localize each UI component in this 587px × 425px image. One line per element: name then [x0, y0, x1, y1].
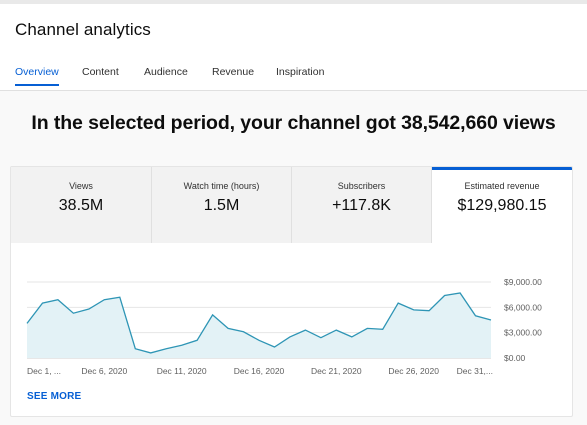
- metric-estimated-revenue[interactable]: Estimated revenue $129,980.15: [432, 167, 572, 243]
- metric-views[interactable]: Views 38.5M: [11, 167, 152, 243]
- x-tick-label: Dec 16, 2020: [234, 366, 285, 376]
- y-tick-label: $9,000.00: [504, 277, 542, 287]
- x-tick-label: Dec 31,...: [457, 366, 493, 376]
- tab-bar: Overview Content Audience Revenue Inspir…: [0, 66, 587, 90]
- metric-value: +117.8K: [332, 197, 391, 214]
- metric-value: 38.5M: [58, 197, 104, 214]
- metric-label: Views: [69, 181, 93, 191]
- data-point: [26, 322, 28, 324]
- x-tick-label: Dec 21, 2020: [311, 366, 362, 376]
- x-tick-label: Dec 1, ...: [27, 366, 61, 376]
- metric-label: Watch time (hours): [183, 181, 260, 191]
- tab-inspiration[interactable]: Inspiration: [276, 66, 325, 78]
- data-point: [150, 352, 152, 354]
- metric-value: $129,980.15: [457, 197, 547, 214]
- data-point: [335, 329, 337, 331]
- page-title: Channel analytics: [15, 20, 151, 39]
- top-border: [0, 0, 587, 4]
- data-point: [382, 328, 384, 330]
- data-point: [41, 302, 43, 304]
- see-more-link[interactable]: SEE MORE: [27, 391, 82, 402]
- data-point: [211, 314, 213, 316]
- analytics-card: Views 38.5M Watch time (hours) 1.5M Subs…: [10, 166, 573, 417]
- metric-label: Subscribers: [337, 181, 386, 191]
- tab-overview[interactable]: Overview: [15, 66, 59, 86]
- data-point: [459, 292, 461, 294]
- y-tick-label: $3,000.00: [504, 328, 542, 338]
- data-point: [196, 339, 198, 341]
- data-point: [273, 346, 275, 348]
- metric-tabs: Views 38.5M Watch time (hours) 1.5M Subs…: [11, 167, 572, 243]
- tab-content[interactable]: Content: [82, 66, 119, 78]
- tab-revenue[interactable]: Revenue: [212, 66, 255, 78]
- data-point: [165, 348, 167, 350]
- data-point: [242, 331, 244, 333]
- y-tick-label: $6,000.00: [504, 302, 542, 312]
- x-tick-label: Dec 6, 2020: [81, 366, 127, 376]
- data-point: [258, 339, 260, 341]
- data-point: [366, 327, 368, 329]
- data-point: [320, 337, 322, 339]
- data-point: [134, 348, 136, 350]
- series-area: [27, 293, 491, 358]
- data-point: [227, 327, 229, 329]
- metric-subscribers[interactable]: Subscribers +117.8K: [292, 167, 432, 243]
- data-point: [72, 312, 74, 314]
- x-tick-label: Dec 11, 2020: [157, 366, 207, 376]
- x-tick-label: Dec 26, 2020: [388, 366, 439, 376]
- metric-label: Estimated revenue: [464, 181, 540, 191]
- data-point: [428, 310, 430, 312]
- tab-audience[interactable]: Audience: [144, 66, 188, 78]
- data-point: [57, 299, 59, 301]
- data-point: [474, 315, 476, 317]
- data-point: [351, 336, 353, 338]
- data-point: [88, 308, 90, 310]
- data-point: [397, 302, 399, 304]
- data-point: [289, 336, 291, 338]
- summary-headline: In the selected period, your channel got…: [31, 112, 556, 134]
- header-bar: Channel analytics Overview Content Audie…: [0, 0, 587, 91]
- metric-value: 1.5M: [203, 197, 240, 214]
- series-line: [26, 292, 492, 354]
- data-point: [443, 294, 445, 296]
- metric-watch-time[interactable]: Watch time (hours) 1.5M: [152, 167, 292, 243]
- data-point: [103, 299, 105, 301]
- data-point: [119, 296, 121, 298]
- data-point: [413, 309, 415, 311]
- y-tick-label: $0.00: [504, 353, 526, 363]
- revenue-chart: $0.00 $3,000.00 $6,000.00 $9,000.00 Dec 1, .…: [26, 277, 542, 376]
- data-point: [304, 329, 306, 331]
- data-point: [490, 319, 492, 321]
- data-point: [181, 344, 183, 346]
